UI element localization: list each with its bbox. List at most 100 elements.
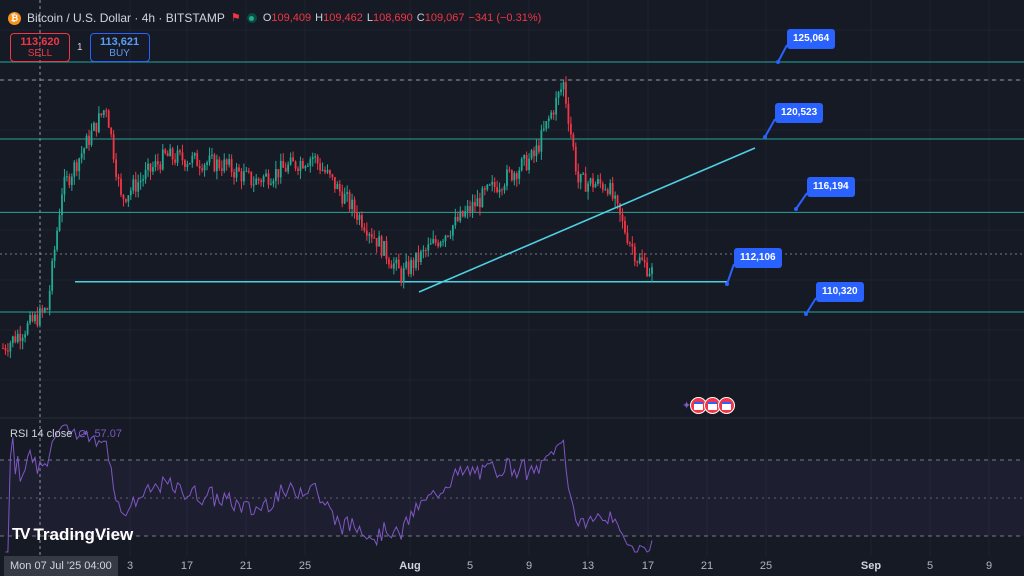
candle-body	[584, 173, 587, 192]
candle-body	[265, 173, 267, 177]
candle-body	[169, 148, 172, 157]
price-label-112106[interactable]: 112,106	[734, 248, 782, 268]
open-value: 109,409	[271, 12, 312, 24]
candle-body	[515, 173, 518, 179]
candle-body	[363, 227, 366, 231]
candle-body	[508, 169, 511, 171]
candle-body	[434, 239, 437, 243]
economic-events[interactable]: ✦	[682, 397, 736, 414]
candle-body	[38, 308, 41, 326]
candle-body	[552, 112, 555, 115]
candle-body	[184, 160, 186, 167]
rsi-title[interactable]: RSI 14 close	[10, 428, 73, 440]
symbol-title[interactable]: Bitcoin / U.S. Dollar · 4h · BITSTAMP	[27, 11, 225, 25]
candle-body	[353, 199, 356, 212]
candle-body	[358, 215, 361, 220]
candle-body	[225, 159, 228, 165]
candle-body	[36, 314, 39, 326]
label-anchor	[776, 60, 780, 64]
quantity-value[interactable]: 1	[77, 42, 83, 53]
candle-body	[159, 164, 162, 170]
sell-button[interactable]: 113,620 SELL	[10, 33, 70, 62]
candle-body	[311, 157, 314, 160]
symbol-header: ₿ Bitcoin / U.S. Dollar · 4h · BITSTAMP …	[8, 8, 541, 28]
candle-body	[274, 169, 277, 181]
candle-body	[375, 238, 378, 247]
candle-body	[107, 110, 110, 128]
candle-body	[132, 179, 135, 191]
candle-body	[43, 308, 46, 312]
candle-body	[510, 170, 513, 181]
candle-body	[646, 262, 648, 276]
candle-body	[449, 235, 452, 237]
price-label-110320[interactable]: 110,320	[816, 282, 864, 302]
candle-body	[604, 189, 607, 191]
candle-body	[461, 210, 464, 217]
flag-icon[interactable]: ⚑	[230, 12, 241, 24]
high-value: 109,462	[323, 12, 363, 24]
candle-body	[297, 168, 299, 171]
candle-body	[388, 258, 390, 265]
candle-body	[262, 176, 265, 183]
time-axis[interactable]: 3 17 21 25 Aug 5 9 13 17 21 25 Sep 5 9	[0, 556, 1024, 576]
candle-body	[29, 315, 31, 324]
candle-body	[34, 314, 36, 322]
candle-body	[476, 198, 479, 207]
candle-body	[127, 195, 130, 202]
candle-body	[616, 195, 619, 204]
candle-body	[346, 192, 349, 194]
candle-body	[601, 183, 604, 190]
candle-body	[117, 176, 120, 179]
candle-body	[70, 176, 73, 186]
candle-body	[80, 153, 83, 159]
candle-body	[299, 161, 302, 171]
candle-body	[309, 159, 312, 166]
label-connector	[726, 263, 735, 285]
rsi-value: 57.07	[94, 428, 122, 440]
candle-body	[63, 176, 66, 195]
price-label-120523[interactable]: 120,523	[775, 103, 824, 123]
candle-body	[250, 171, 253, 186]
candle-body	[624, 220, 626, 233]
candle-body	[154, 161, 157, 168]
candle-body	[415, 252, 417, 268]
candle-body	[479, 198, 481, 208]
candle-body	[105, 110, 108, 112]
candle-body	[503, 186, 506, 191]
candle-body	[565, 82, 567, 104]
candle-body	[557, 92, 560, 98]
candle-body	[631, 243, 634, 247]
candle-body	[161, 149, 164, 170]
candle-body	[555, 97, 558, 115]
candle-body	[166, 153, 169, 157]
candle-body	[395, 259, 398, 264]
candle-body	[550, 112, 553, 119]
label-anchor	[794, 207, 798, 211]
candle-body	[284, 167, 287, 172]
buy-button[interactable]: 113,621 BUY	[89, 33, 150, 62]
candle-body	[547, 118, 550, 122]
candle-body	[235, 167, 238, 178]
price-label-116194[interactable]: 116,194	[807, 177, 855, 197]
candle-body	[538, 145, 540, 152]
x-tick: 5	[466, 560, 474, 572]
candle-body	[474, 202, 476, 207]
candle-body	[518, 170, 521, 179]
candle-body	[181, 152, 184, 161]
candle-body	[427, 244, 430, 251]
candle-body	[228, 159, 231, 165]
candle-body	[4, 348, 7, 351]
rsi-pane	[0, 417, 1024, 553]
tradingview-logo[interactable]: TV TradingView	[12, 525, 134, 544]
candle-body	[90, 130, 93, 145]
trendline	[418, 147, 756, 293]
market-status-icon[interactable]	[246, 13, 257, 23]
price-label-125064[interactable]: 125,064	[787, 29, 836, 49]
candle-body	[486, 184, 489, 190]
us-flag-icon[interactable]	[718, 397, 736, 414]
candle-body	[641, 257, 644, 260]
candle-body	[628, 242, 631, 244]
candle-body	[73, 162, 76, 177]
candle-body	[424, 250, 427, 252]
